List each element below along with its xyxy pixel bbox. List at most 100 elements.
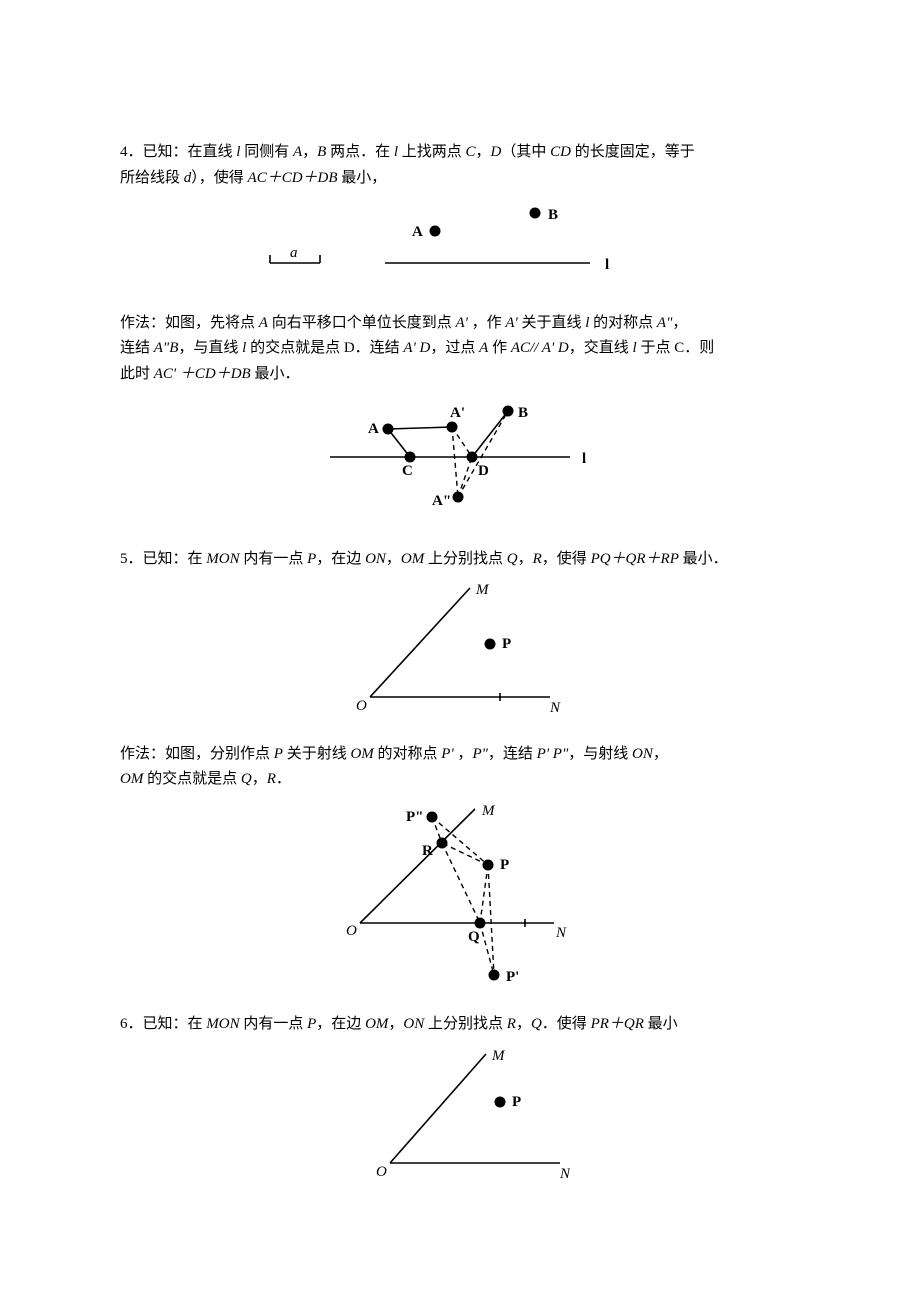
svg-text:R: R — [422, 843, 433, 859]
txt: 于点 C．则 — [637, 340, 715, 356]
txt: 6．已知：在 — [120, 1016, 206, 1032]
svg-text:B: B — [518, 405, 528, 421]
sym: Q — [531, 1016, 542, 1032]
svg-text:D: D — [478, 463, 489, 479]
svg-text:l: l — [605, 257, 609, 273]
sym: R — [507, 1016, 516, 1032]
sym: B — [317, 144, 326, 160]
txt: ， — [476, 144, 491, 160]
txt: 的长度固定，等于 — [571, 144, 695, 160]
txt: 此时 — [120, 366, 154, 382]
txt: 作法：如图，分别作点 — [120, 746, 274, 762]
txt: 关于射线 — [283, 746, 351, 762]
svg-text:M: M — [475, 582, 490, 598]
txt: 的对称点 — [589, 315, 657, 331]
txt: 连结 — [120, 340, 154, 356]
svg-text:A": A" — [432, 493, 451, 509]
svg-text:C: C — [402, 463, 413, 479]
txt: ， — [516, 1016, 531, 1032]
sym: A' D — [403, 340, 430, 356]
txt: （其中 — [501, 144, 550, 160]
p5-line1: 5．已知：在 MON 内有一点 P，在边 ON，OM 上分别找点 Q，R，使得 … — [120, 547, 800, 573]
sym: OM — [365, 1016, 388, 1032]
txt: ，作 — [468, 315, 506, 331]
sym: OM — [401, 551, 424, 567]
txt: ， — [252, 771, 267, 787]
page: 4．已知：在直线 l 同侧有 A，B 两点．在 l 上找两点 C，D（其中 CD… — [0, 0, 920, 1267]
sym: R — [533, 551, 542, 567]
txt: ．使得 — [542, 1016, 591, 1032]
p6-fig1-svg: OMNP — [350, 1048, 570, 1178]
sym: Q — [241, 771, 252, 787]
txt: ，交直线 — [569, 340, 633, 356]
sym: A — [293, 144, 302, 160]
p4-figure-1: alAB — [120, 201, 800, 291]
svg-text:M: M — [491, 1048, 506, 1064]
txt: ，连结 — [488, 746, 537, 762]
txt: 内有一点 — [240, 551, 308, 567]
p4-sol-2: 连结 A"B，与直线 l 的交点就是点 D．连结 A' D，过点 A 作 AC/… — [120, 336, 800, 362]
sym: P" — [472, 746, 487, 762]
p6-figure-1: OMNP — [120, 1048, 800, 1188]
sym: ON — [365, 551, 386, 567]
txt: 4．已知：在直线 — [120, 144, 236, 160]
txt: ， — [386, 551, 401, 567]
sym: OM — [120, 771, 143, 787]
txt: ，与射线 — [568, 746, 632, 762]
svg-text:N: N — [559, 1166, 570, 1178]
p4-fig1-svg: alAB — [250, 201, 670, 281]
p5-fig2-svg: OMNPP"P'RQ — [340, 803, 580, 983]
sym: A — [479, 340, 488, 356]
txt: ，与直线 — [178, 340, 242, 356]
problem-5: 5．已知：在 MON 内有一点 P，在边 ON，OM 上分别找点 Q，R，使得 … — [120, 547, 800, 993]
txt: 最小 — [644, 1016, 678, 1032]
p5-sol-1: 作法：如图，分别作点 P 关于射线 OM 的对称点 P' ，P"，连结 P' P… — [120, 742, 800, 768]
txt: ， — [302, 144, 317, 160]
p5-figure-1: OMNP — [120, 582, 800, 722]
p5-figure-2: OMNPP"P'RQ — [120, 803, 800, 993]
txt: ），使得 — [191, 170, 247, 186]
txt: 作 — [488, 340, 511, 356]
txt: 最小． — [251, 366, 300, 382]
sym: A' — [455, 315, 467, 331]
svg-text:O: O — [356, 698, 367, 712]
sym: P — [307, 1016, 316, 1032]
sym: PQ＋QR＋RP — [591, 551, 679, 567]
txt: 同侧有 — [240, 144, 293, 160]
svg-text:O: O — [346, 923, 357, 939]
svg-text:Q: Q — [468, 929, 480, 945]
txt: 最小， — [338, 170, 387, 186]
sym: AC' ＋CD＋DB — [154, 366, 251, 382]
svg-text:A: A — [412, 224, 423, 240]
sym: MON — [206, 1016, 239, 1032]
txt: 上分别找点 — [424, 1016, 507, 1032]
txt: 上找两点 — [398, 144, 466, 160]
txt: ， — [653, 746, 668, 762]
sym: ON — [403, 1016, 424, 1032]
txt: 所给线段 — [120, 170, 184, 186]
txt: ，在边 — [316, 551, 365, 567]
p4-fig2-svg: lAA'BCDA" — [310, 397, 610, 517]
txt: ． — [276, 771, 291, 787]
txt: 的对称点 — [374, 746, 442, 762]
sym: MON — [206, 551, 239, 567]
svg-text:N: N — [549, 700, 561, 712]
p4-figure-2: lAA'BCDA" — [120, 397, 800, 527]
svg-text:M: M — [481, 803, 496, 819]
txt: ， — [672, 315, 687, 331]
txt: ， — [518, 551, 533, 567]
sym: P — [274, 746, 283, 762]
sym: AC＋CD＋DB — [248, 170, 338, 186]
sym: D — [491, 144, 502, 160]
txt: ，过点 — [430, 340, 479, 356]
svg-text:P": P" — [406, 809, 424, 825]
sym: R — [267, 771, 276, 787]
txt: 作法：如图，先将点 — [120, 315, 259, 331]
txt: 内有一点 — [240, 1016, 308, 1032]
p5-sol-2: OM 的交点就是点 Q，R． — [120, 767, 800, 793]
sym: P' P" — [537, 746, 569, 762]
svg-text:B: B — [548, 207, 558, 223]
problem-6: 6．已知：在 MON 内有一点 P，在边 OM，ON 上分别找点 R，Q．使得 … — [120, 1012, 800, 1187]
p6-line1: 6．已知：在 MON 内有一点 P，在边 OM，ON 上分别找点 R，Q．使得 … — [120, 1012, 800, 1038]
sym: A' — [505, 315, 517, 331]
